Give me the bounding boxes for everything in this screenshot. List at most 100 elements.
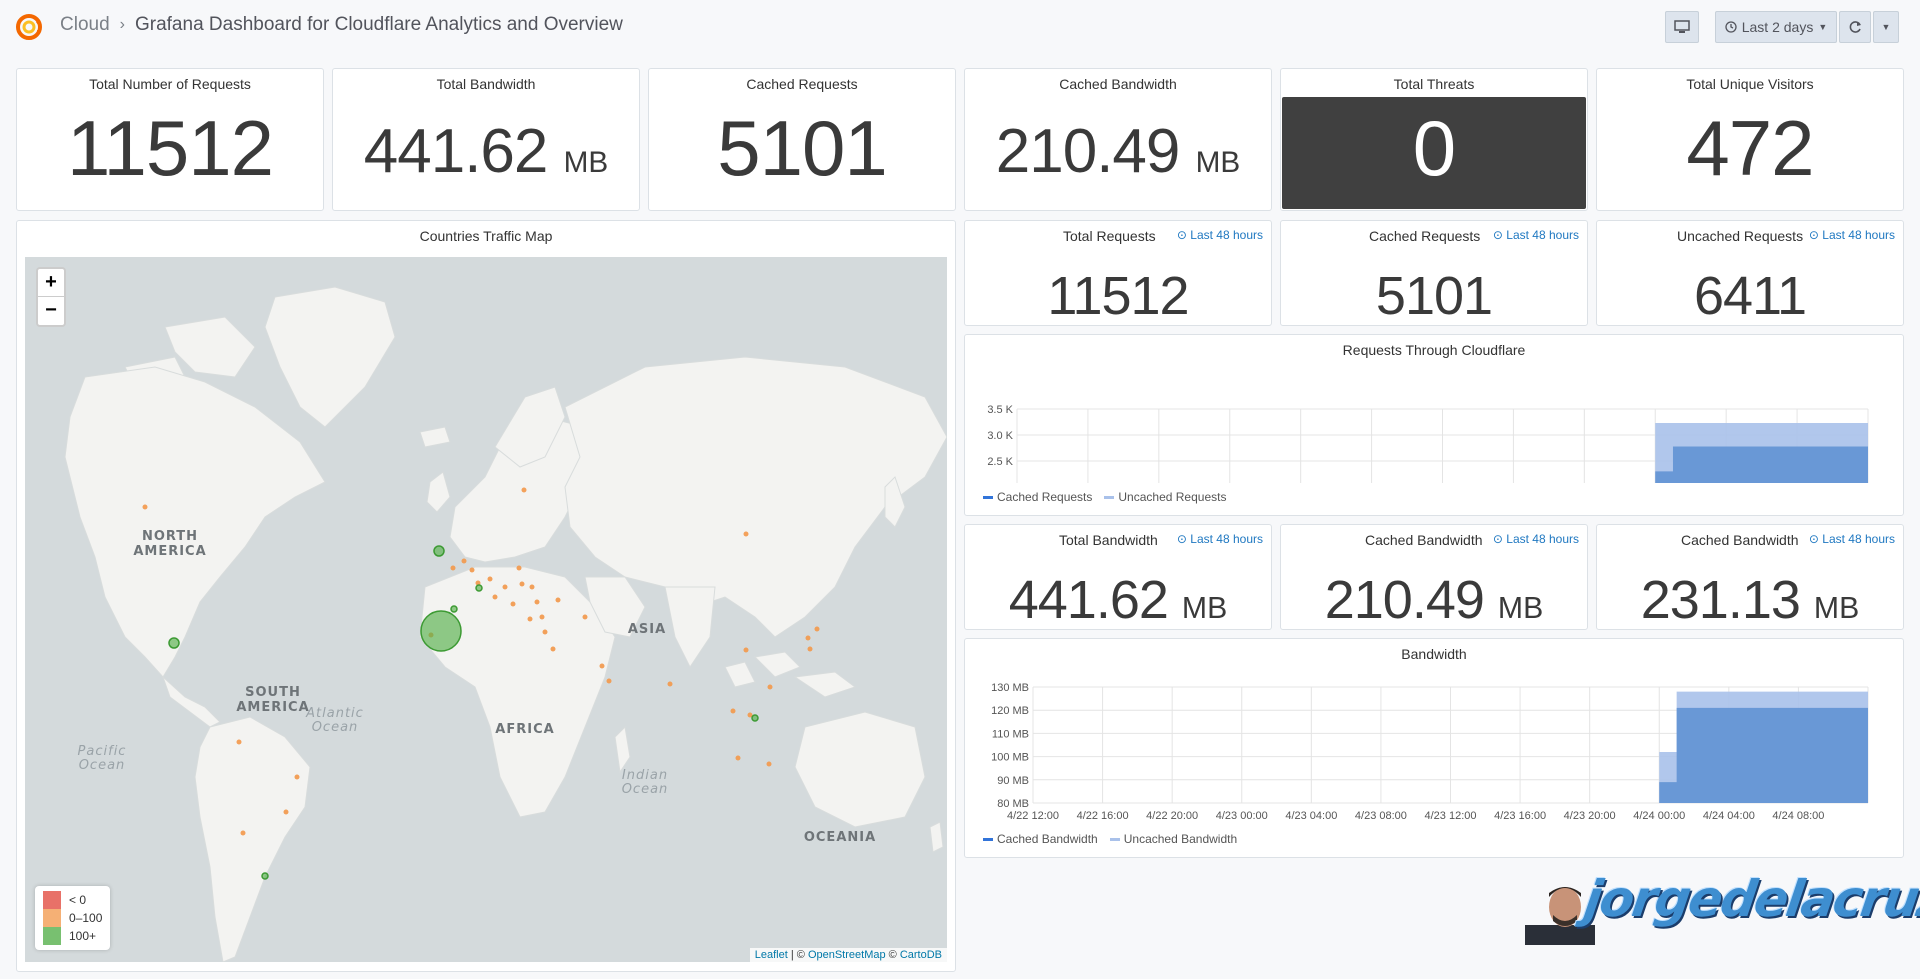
panel-title[interactable]: Cached Bandwidth bbox=[1059, 76, 1177, 92]
panel-title[interactable]: Cached Bandwidth bbox=[1365, 532, 1483, 548]
panel-title[interactable]: Total Bandwidth bbox=[1059, 532, 1158, 548]
refresh-button[interactable] bbox=[1839, 11, 1871, 43]
map-point[interactable] bbox=[240, 830, 246, 836]
panel-title[interactable]: Cached Requests bbox=[746, 76, 858, 92]
y-tick-label: 3.5 K bbox=[987, 404, 1013, 416]
x-tick-label: 4/23 08:00 bbox=[1355, 810, 1407, 822]
stat-unit: MB bbox=[1181, 592, 1228, 625]
map-point[interactable] bbox=[475, 580, 481, 586]
map-point[interactable] bbox=[294, 774, 300, 780]
banner-text: jorgedelacruz.es bbox=[1580, 870, 1920, 928]
map-point[interactable] bbox=[142, 504, 148, 510]
map-point[interactable] bbox=[550, 646, 556, 652]
map-point[interactable] bbox=[542, 629, 548, 635]
panel-title[interactable]: Requests Through Cloudflare bbox=[1342, 342, 1526, 358]
map-point[interactable] bbox=[529, 584, 535, 590]
dashboard-title[interactable]: Grafana Dashboard for Cloudflare Analyti… bbox=[134, 14, 623, 35]
panel-title[interactable]: Total Requests bbox=[1063, 228, 1156, 244]
y-tick-label: 2.5 K bbox=[987, 456, 1013, 468]
map-point[interactable] bbox=[450, 565, 456, 571]
map-point[interactable] bbox=[283, 809, 289, 815]
world-map[interactable]: NORTH AMERICA SOUTH AMERICA AFRICA ASIA … bbox=[25, 257, 947, 962]
map-point[interactable] bbox=[667, 681, 673, 687]
map-point[interactable] bbox=[510, 601, 516, 607]
map-point[interactable] bbox=[539, 614, 545, 620]
map-point[interactable] bbox=[747, 712, 753, 718]
map-point[interactable] bbox=[236, 739, 242, 745]
map-point[interactable] bbox=[527, 616, 533, 622]
panel-title[interactable]: Bandwidth bbox=[1401, 646, 1467, 662]
map-point[interactable] bbox=[743, 531, 749, 537]
map-point[interactable] bbox=[743, 647, 749, 653]
grafana-logo-icon[interactable] bbox=[14, 12, 44, 42]
osm-link[interactable]: OpenStreetMap bbox=[807, 949, 886, 961]
panel-title[interactable]: Uncached Requests bbox=[1677, 228, 1804, 244]
map-point[interactable] bbox=[582, 614, 588, 620]
map-point[interactable] bbox=[502, 584, 508, 590]
panel-title[interactable]: Cached Bandwidth bbox=[1681, 532, 1799, 548]
panel-title[interactable]: Total Threats bbox=[1393, 76, 1475, 92]
map-point[interactable] bbox=[805, 635, 811, 641]
map-point[interactable] bbox=[555, 597, 561, 603]
stat-panel-total-requests: Total Number of Requests 11512 bbox=[16, 68, 324, 211]
leaflet-link[interactable]: Leaflet bbox=[754, 949, 788, 961]
series-area-cached[interactable] bbox=[1655, 446, 1868, 483]
map-point[interactable] bbox=[261, 872, 269, 880]
map-point[interactable] bbox=[751, 714, 759, 722]
time-picker-button[interactable]: Last 2 days ▼ bbox=[1715, 11, 1837, 43]
legend-item-cached[interactable]: Cached Requests bbox=[983, 490, 1092, 504]
label-indian-1: Indian bbox=[622, 768, 668, 783]
breadcrumb-folder[interactable]: Cloud bbox=[60, 14, 110, 35]
series-area-cached[interactable] bbox=[1659, 707, 1868, 803]
x-tick-label: 4/24 00:00 bbox=[1633, 810, 1685, 822]
legend-label: 0–100 bbox=[69, 911, 103, 925]
map-point[interactable] bbox=[807, 646, 813, 652]
map-point[interactable] bbox=[492, 594, 498, 600]
map-points-green bbox=[168, 545, 759, 880]
map-point[interactable] bbox=[469, 567, 475, 573]
map-point[interactable] bbox=[475, 584, 483, 592]
label-atlantic-1: Atlantic bbox=[305, 706, 364, 721]
panel-title[interactable]: Countries Traffic Map bbox=[419, 228, 553, 244]
map-point-large[interactable] bbox=[420, 610, 462, 652]
stat-value: 231.13 bbox=[1640, 570, 1801, 630]
y-tick-label: 90 MB bbox=[997, 775, 1029, 787]
map-point[interactable] bbox=[606, 678, 612, 684]
map-point[interactable] bbox=[521, 487, 527, 493]
time-info-label: Last 48 hours bbox=[1506, 228, 1579, 242]
panel-title[interactable]: Total Number of Requests bbox=[89, 76, 251, 92]
bandwidth-chart[interactable]: 80 MB 90 MB 100 MB 110 MB 120 MB 130 MB 4/22 1… bbox=[965, 667, 1904, 827]
refresh-interval-dropdown[interactable]: ▼ bbox=[1873, 11, 1899, 43]
map-point[interactable] bbox=[814, 626, 820, 632]
zoom-in-button[interactable]: + bbox=[38, 269, 64, 297]
map-point[interactable] bbox=[735, 755, 741, 761]
zoom-out-button[interactable]: − bbox=[45, 299, 57, 321]
caret-down-icon: ▼ bbox=[1818, 22, 1828, 32]
stat-unit: MB bbox=[1813, 592, 1860, 625]
map-point[interactable] bbox=[450, 605, 458, 613]
time-info-label: Last 48 hours bbox=[1822, 228, 1895, 242]
panel-title[interactable]: Total Bandwidth bbox=[436, 76, 536, 92]
map-point[interactable] bbox=[433, 545, 445, 557]
map-point[interactable] bbox=[519, 581, 525, 587]
y-tick-label: 120 MB bbox=[991, 705, 1029, 717]
map-point[interactable] bbox=[599, 663, 605, 669]
map-point[interactable] bbox=[461, 558, 467, 564]
map-attribution: Leaflet | © OpenStreetMap © CartoDB bbox=[749, 948, 947, 962]
tv-mode-button[interactable] bbox=[1665, 11, 1699, 43]
requests-chart[interactable]: 2.0 K2.5 K3.0 K3.5 K4/22 12:004/22 16:00… bbox=[965, 363, 1904, 483]
legend-item-uncached[interactable]: Uncached Bandwidth bbox=[1109, 832, 1237, 846]
map-point[interactable] bbox=[487, 576, 493, 582]
panel-title[interactable]: Cached Requests bbox=[1369, 228, 1481, 244]
map-point[interactable] bbox=[767, 684, 773, 690]
legend-item-uncached[interactable]: Uncached Requests bbox=[1104, 490, 1226, 504]
map-point[interactable] bbox=[730, 708, 736, 714]
map-point[interactable] bbox=[534, 599, 540, 605]
legend-item-cached[interactable]: Cached Bandwidth bbox=[983, 832, 1098, 846]
map-point[interactable] bbox=[766, 761, 772, 767]
panel-title[interactable]: Total Unique Visitors bbox=[1686, 76, 1814, 92]
cartodb-link[interactable]: CartoDB bbox=[899, 949, 942, 961]
map-point[interactable] bbox=[516, 565, 522, 571]
stat-value-wrap: 441.62 MB bbox=[965, 573, 1271, 627]
map-point[interactable] bbox=[168, 637, 180, 649]
